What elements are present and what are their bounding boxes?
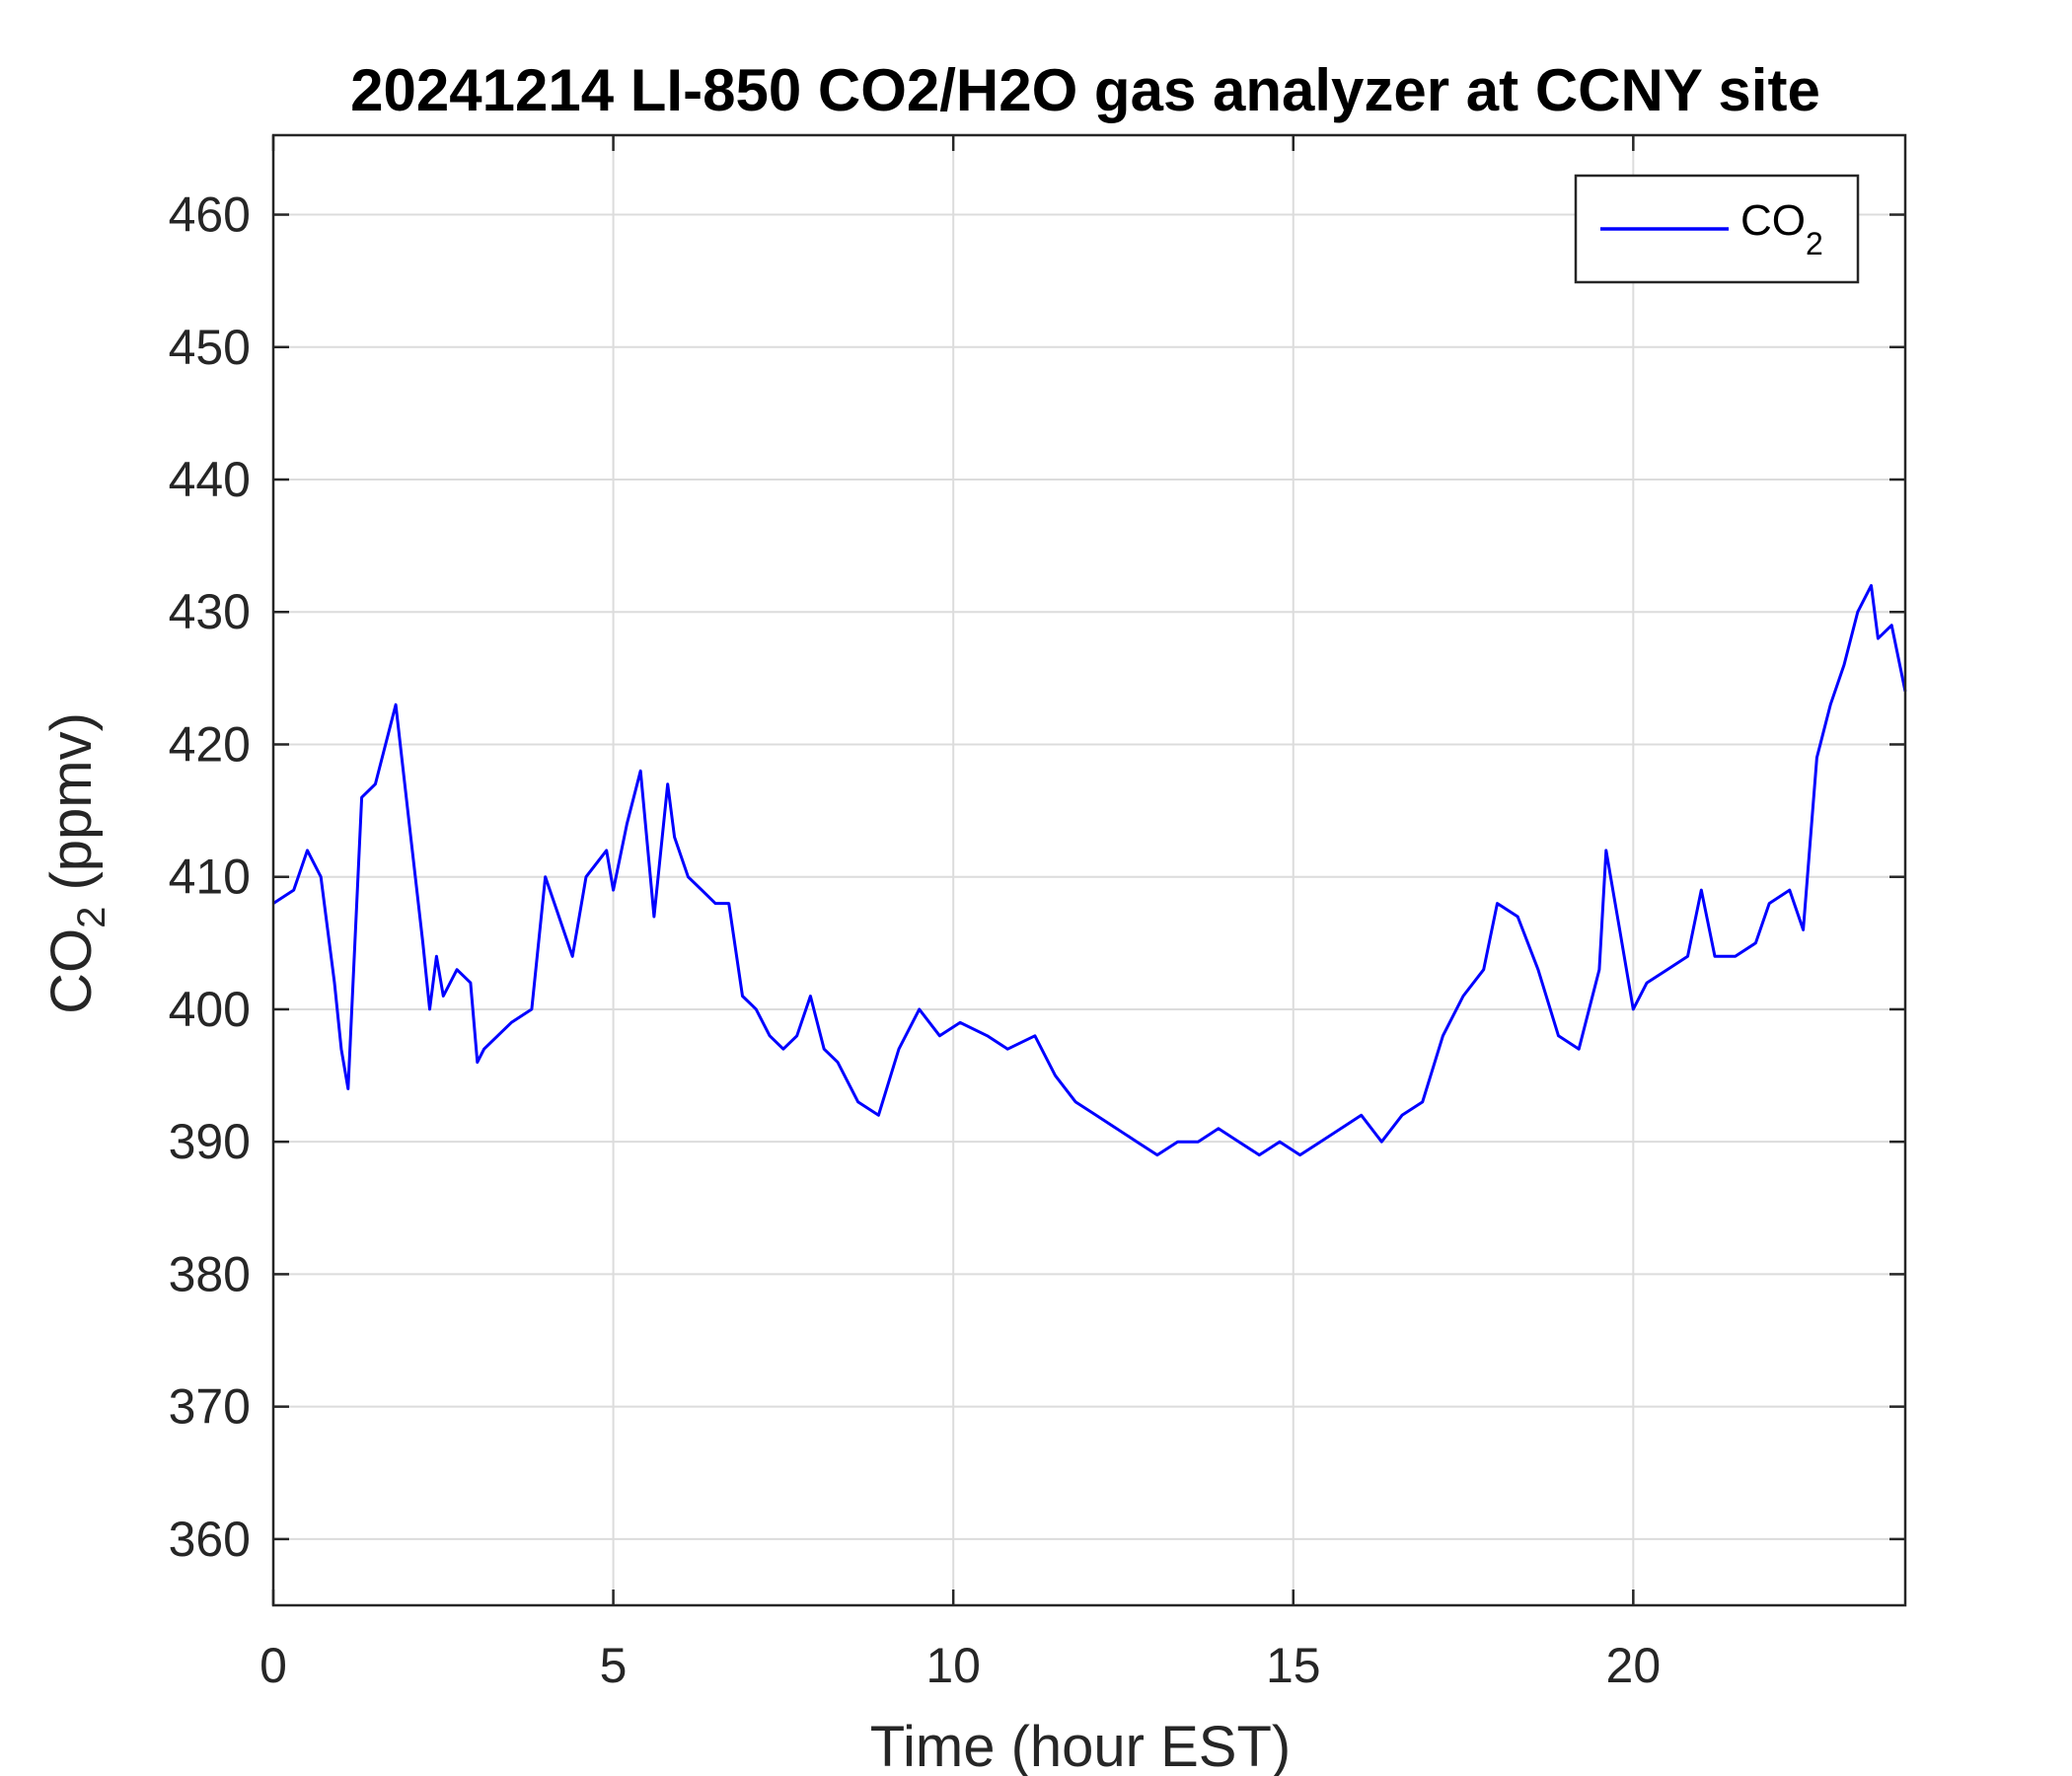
y-axis-label: CO2 (ppmv) [39, 712, 113, 1014]
y-axis-label-subscript: 2 [70, 907, 113, 928]
legend: CO2 [1574, 174, 1860, 284]
legend-entry-main: CO [1740, 196, 1806, 245]
y-tick-label: 400 [169, 982, 251, 1037]
legend-entry-co2: CO2 [1740, 196, 1823, 261]
y-tick-label: 460 [169, 187, 251, 243]
series-layer [272, 583, 1907, 1157]
x-tick-labels: 0 5 10 15 20 [259, 1638, 1661, 1693]
x-tick-label: 20 [1606, 1638, 1662, 1693]
y-tick-label: 380 [169, 1246, 251, 1301]
y-tick-label: 450 [169, 320, 251, 375]
y-tick-label: 440 [169, 452, 251, 507]
y-tick-labels: 360 370 380 390 400 410 420 430 440 450 460 [169, 187, 251, 1567]
y-tick-label: 370 [169, 1379, 251, 1435]
x-tick-label: 15 [1266, 1638, 1321, 1693]
x-axis-label: Time (hour EST) [870, 1715, 1291, 1776]
y-axis-label-suffix: (ppmv) [39, 712, 104, 907]
legend-entry-subscript: 2 [1806, 226, 1823, 261]
grid-lines [272, 135, 1905, 1605]
axes-frame [271, 133, 1907, 1607]
y-axis-label-main: CO [39, 928, 104, 1014]
y-tick-label: 430 [169, 584, 251, 639]
y-tick-label: 420 [169, 716, 251, 772]
x-tick-label: 10 [925, 1638, 981, 1693]
x-tick-label: 5 [600, 1638, 628, 1693]
y-tick-label: 360 [169, 1512, 251, 1567]
y-tick-label: 410 [169, 850, 251, 905]
plot-frame [271, 133, 1907, 1607]
chart-title: 20241214 LI-850 CO2/H2O gas analyzer at … [350, 57, 1820, 123]
series-line-co2 [272, 583, 1907, 1157]
x-tick-label: 0 [259, 1638, 287, 1693]
y-tick-label: 390 [169, 1114, 251, 1169]
